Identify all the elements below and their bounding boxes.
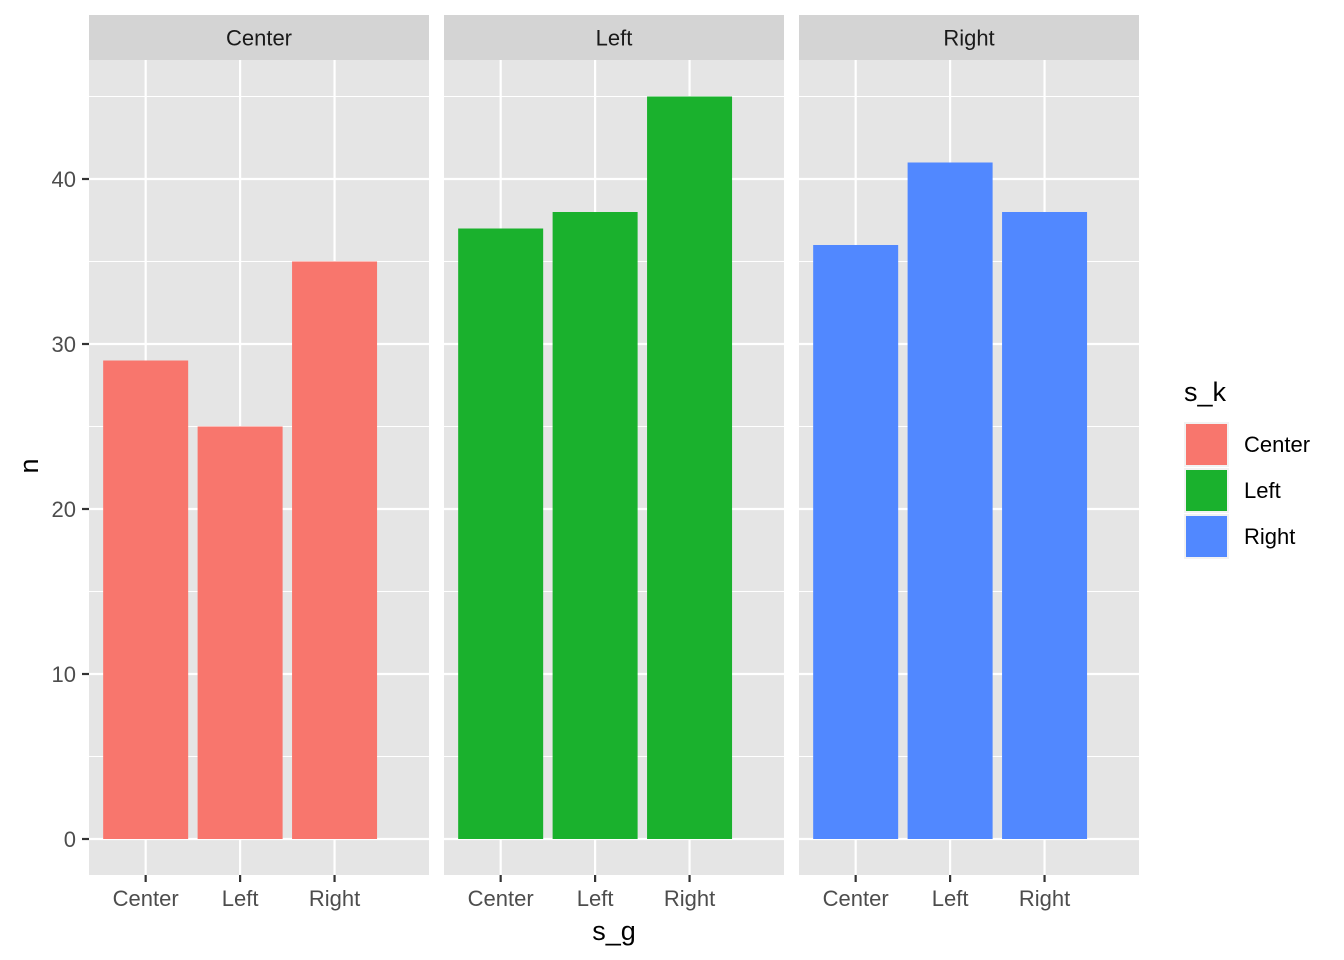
x-tick-label: Right — [664, 886, 715, 911]
facet-panel: Right Center Left Right — [799, 15, 1139, 911]
facet-strip — [89, 15, 429, 60]
bar — [907, 162, 993, 839]
x-tick-label: Center — [823, 886, 889, 911]
x-tick-label: Right — [309, 886, 360, 911]
legend-swatch — [1186, 470, 1227, 511]
bar — [103, 360, 189, 839]
y-tick-label: 0 — [64, 827, 76, 852]
bar — [647, 96, 733, 839]
x-tick-label: Right — [1019, 886, 1070, 911]
y-axis-title: n — [14, 458, 44, 473]
facet-panel: Center Center Left Right — [89, 15, 429, 911]
bar — [458, 228, 544, 839]
bar — [197, 426, 283, 839]
y-tick-label: 30 — [52, 332, 76, 357]
legend-swatch — [1186, 424, 1227, 465]
facet-panel: Left Center Left Right — [444, 15, 784, 911]
y-tick-label: 10 — [52, 662, 76, 687]
legend-label: Left — [1244, 478, 1281, 503]
x-tick-label: Left — [577, 886, 614, 911]
legend-swatch — [1186, 516, 1227, 557]
legend-label: Center — [1244, 432, 1310, 457]
y-tick-label: 40 — [52, 167, 76, 192]
x-tick-label: Center — [468, 886, 534, 911]
facet-strip-label: Left — [596, 26, 633, 51]
legend-label: Right — [1244, 524, 1295, 549]
y-axis: 0 10 20 30 40 — [52, 167, 89, 852]
x-tick-label: Left — [222, 886, 259, 911]
bar — [552, 212, 638, 839]
y-tick-label: 20 — [52, 497, 76, 522]
facet-strip-label: Right — [943, 26, 994, 51]
facet-strip — [444, 15, 784, 60]
bar — [1002, 212, 1088, 839]
x-axis-title: s_g — [592, 916, 636, 946]
legend: s_k Center Left Right — [1184, 377, 1310, 559]
x-tick-label: Center — [113, 886, 179, 911]
bar — [813, 245, 899, 839]
bar — [292, 261, 378, 839]
x-tick-label: Left — [932, 886, 969, 911]
facet-strip — [799, 15, 1139, 60]
facet-strip-label: Center — [226, 26, 292, 51]
legend-title: s_k — [1184, 377, 1227, 407]
